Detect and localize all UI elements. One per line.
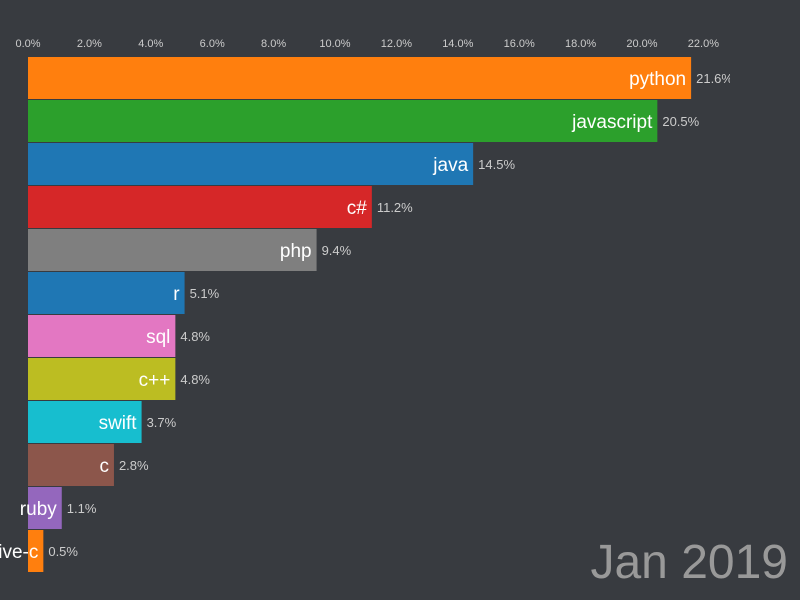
value-label-c: 2.8%	[119, 458, 149, 473]
bar-label-c: c	[99, 456, 109, 477]
x-tick-label: 16.0%	[504, 38, 535, 50]
value-label-r: 5.1%	[190, 286, 220, 301]
value-label-c#: 11.2%	[377, 200, 413, 215]
x-axis: 0.0% 2.0% 4.0% 6.0% 8.0% 10.0% 12.0% 14.0% 16.0%…	[15, 38, 719, 50]
bar-label-python: python	[629, 69, 686, 90]
x-tick-label: 12.0%	[381, 38, 412, 50]
x-tick-label: 6.0%	[200, 38, 225, 50]
bar-c++	[28, 358, 176, 400]
bar-ruby	[28, 487, 62, 529]
bar-label-c#: c#	[347, 198, 368, 219]
value-label-ruby: 1.1%	[67, 501, 97, 516]
bar-python	[28, 57, 692, 99]
bar-swift	[28, 401, 142, 443]
bar-label-c++: c++	[139, 370, 171, 391]
x-tick-label: 0.0%	[15, 38, 40, 50]
bar-label-r: r	[173, 284, 180, 305]
bar-label-php: php	[280, 241, 312, 262]
value-label-objective-c: 0.5%	[48, 544, 78, 559]
x-tick-label: 8.0%	[261, 38, 286, 50]
value-label-javascript: 20.5%	[662, 114, 699, 129]
x-tick-label: 18.0%	[565, 38, 596, 50]
bar-label-sql: sql	[146, 327, 170, 348]
x-tick-label: 2.0%	[77, 38, 102, 50]
bar-label-swift: swift	[99, 413, 138, 434]
plot-area: python 21.6% javascript 20.5% java 14.5% c# 11.…	[0, 57, 733, 572]
bar-objective-c	[28, 530, 44, 572]
bar-c	[28, 444, 114, 486]
date-label: Jan 2019	[590, 536, 788, 589]
bar-sql	[28, 315, 176, 357]
value-label-python: 21.6%	[696, 71, 733, 86]
value-label-c++: 4.8%	[180, 372, 210, 387]
bar-label-java: java	[432, 155, 468, 176]
bar-r	[28, 272, 185, 314]
bar-c#	[28, 186, 372, 228]
bar-label-objective-c: objective-c	[0, 542, 38, 563]
value-label-java: 14.5%	[478, 157, 515, 172]
x-tick-label: 20.0%	[626, 38, 657, 50]
x-tick-label: 22.0%	[688, 38, 719, 50]
bar-java	[28, 143, 474, 185]
bar-label-ruby: ruby	[20, 499, 57, 520]
value-label-swift: 3.7%	[147, 415, 177, 430]
bar-label-javascript: javascript	[571, 112, 653, 133]
value-label-php: 9.4%	[322, 243, 352, 258]
x-tick-label: 4.0%	[138, 38, 163, 50]
x-tick-label: 10.0%	[319, 38, 350, 50]
value-label-sql: 4.8%	[180, 329, 210, 344]
bar-php	[28, 229, 317, 271]
bar-javascript	[28, 100, 658, 142]
x-tick-label: 14.0%	[442, 38, 473, 50]
